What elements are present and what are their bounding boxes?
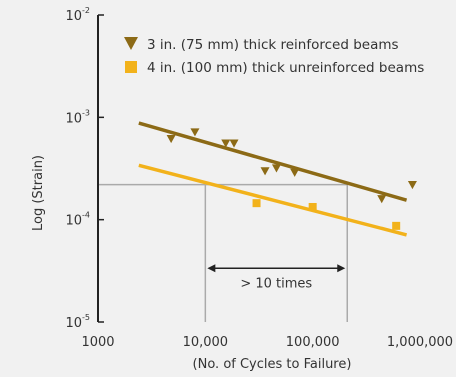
y-tick-label: 10-4 bbox=[65, 211, 90, 229]
x-tick-label: 1,000,000 bbox=[387, 335, 453, 350]
data-point-series-2 bbox=[252, 199, 261, 208]
fit-line-2 bbox=[138, 163, 408, 237]
y-tick-label: 10-2 bbox=[65, 6, 90, 24]
y-tick-exponent: -4 bbox=[82, 211, 90, 220]
y-ticks: 10-210-310-410-5 bbox=[65, 6, 104, 331]
data-point-series-1 bbox=[221, 139, 231, 148]
y-axis-label: Log (Strain) bbox=[31, 155, 46, 231]
data-point-series-1 bbox=[377, 195, 387, 204]
data-point-series-1 bbox=[166, 134, 176, 144]
data-point-series-1 bbox=[290, 168, 300, 177]
legend-marker-1 bbox=[124, 37, 138, 50]
arrow-head-right bbox=[337, 264, 346, 273]
data-point-series-1 bbox=[407, 181, 417, 190]
data-point-series-1 bbox=[260, 167, 270, 176]
arrow-label: > 10 times bbox=[240, 276, 312, 291]
legend: 3 in. (75 mm) thick reinforced beams 4 in… bbox=[124, 37, 424, 76]
x-tick-label: 1000 bbox=[81, 335, 114, 350]
y-tick-base: 10 bbox=[65, 9, 82, 24]
y-tick-base: 10 bbox=[65, 214, 82, 229]
annotation: > 10 times bbox=[207, 264, 346, 291]
data-point-series-1 bbox=[271, 164, 281, 173]
x-tick-label: 100,000 bbox=[286, 335, 340, 350]
legend-label-2: 4 in. (100 mm) thick unreinforced beams bbox=[147, 60, 424, 76]
y-tick-base: 10 bbox=[65, 316, 82, 331]
guide-lines bbox=[98, 183, 349, 322]
data-point-series-1 bbox=[229, 139, 239, 148]
data-points bbox=[166, 128, 417, 230]
fit-lines bbox=[138, 121, 408, 237]
y-tick-exponent: -2 bbox=[82, 6, 90, 15]
legend-label-1: 3 in. (75 mm) thick reinforced beams bbox=[147, 37, 399, 53]
legend-marker-2 bbox=[125, 61, 137, 73]
y-tick-exponent: -5 bbox=[82, 313, 90, 322]
data-point-series-1 bbox=[190, 128, 200, 137]
y-tick-exponent: -3 bbox=[82, 108, 90, 117]
x-ticks: 1000 10,000 100,000 1,000,000 bbox=[81, 335, 453, 350]
arrow-head-left bbox=[207, 264, 216, 273]
fit-line-1 bbox=[138, 121, 408, 202]
y-tick-base: 10 bbox=[65, 111, 82, 126]
y-tick-label: 10-3 bbox=[65, 108, 90, 126]
data-point-series-2 bbox=[392, 221, 401, 230]
x-axis-label: (No. of Cycles to Failure) bbox=[193, 357, 352, 372]
y-tick-label: 10-5 bbox=[65, 313, 90, 331]
data-point-series-2 bbox=[308, 202, 317, 211]
x-tick-label: 10,000 bbox=[183, 335, 229, 350]
axes: 10-210-310-410-5 1000 10,000 100,000 1,000,… bbox=[65, 6, 453, 350]
